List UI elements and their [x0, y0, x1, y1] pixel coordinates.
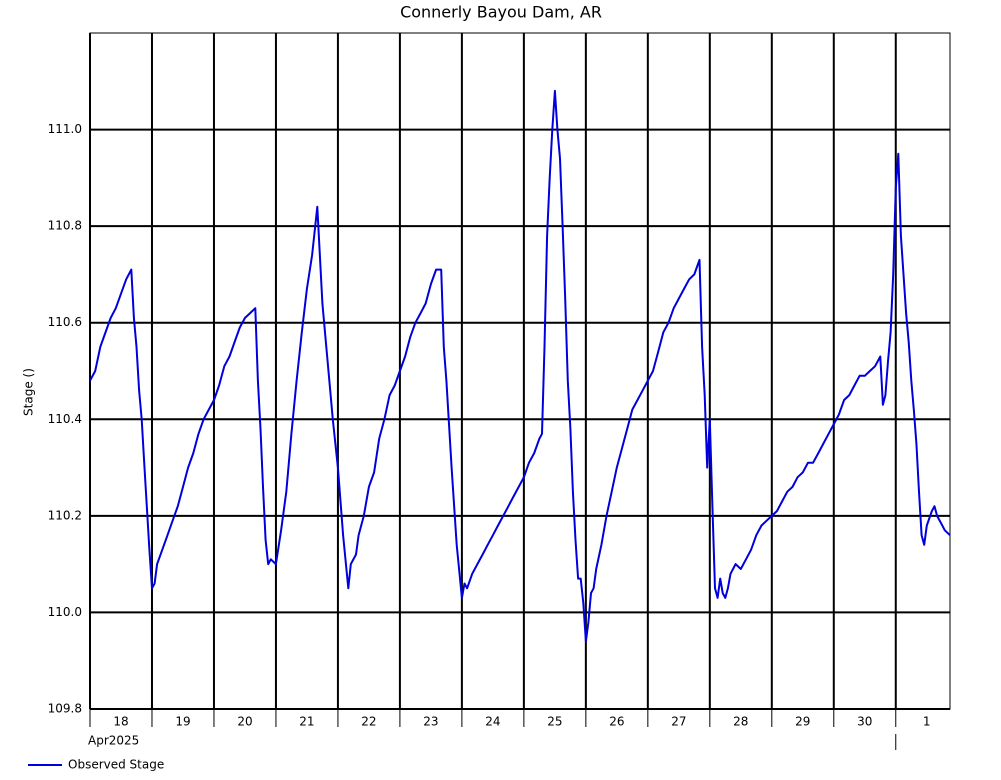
x-tick-label: 28 [733, 715, 748, 729]
month-label: Apr2025 [88, 734, 139, 748]
x-tick-label: 1 [923, 715, 931, 729]
series-line [89, 89, 951, 643]
x-tick-label: 20 [237, 715, 252, 729]
x-tick-label: 27 [671, 715, 686, 729]
x-tick-label: 19 [175, 715, 190, 729]
x-tick-label: 22 [361, 715, 376, 729]
plot-frame [89, 32, 951, 710]
y-tick-label: 109.8 [48, 702, 82, 716]
y-tick-label: 111.0 [48, 122, 82, 136]
y-tick-label: 110.0 [48, 605, 82, 619]
x-tick-label: 21 [299, 715, 314, 729]
y-tick-label: 110.2 [48, 508, 82, 522]
x-tick-label: 26 [609, 715, 624, 729]
chart-title: Connerly Bayou Dam, AR [400, 3, 602, 22]
y-tick-label: 110.8 [48, 219, 82, 233]
y-tick-label: 110.6 [48, 315, 82, 329]
y-axis-label: Stage () [22, 368, 36, 416]
legend-label: Observed Stage [68, 758, 164, 772]
x-tick-label: 30 [857, 715, 872, 729]
x-tick-label: 23 [423, 715, 438, 729]
x-tick-label: 24 [485, 715, 500, 729]
x-tick-label: 29 [795, 715, 810, 729]
y-tick-label: 110.4 [48, 412, 82, 426]
x-tick-label: 18 [113, 715, 128, 729]
x-tick-label: 25 [547, 715, 562, 729]
